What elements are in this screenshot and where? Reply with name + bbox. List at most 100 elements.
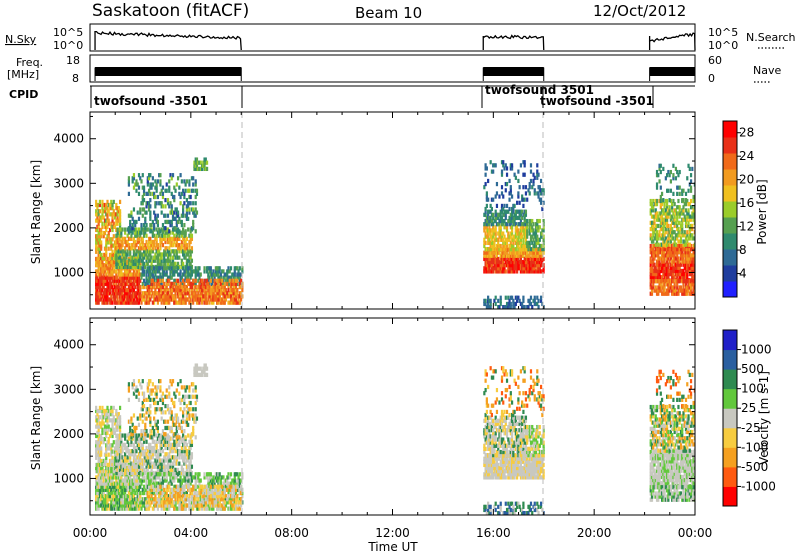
power-cell xyxy=(102,281,105,287)
power-cell xyxy=(487,301,490,307)
power-cell xyxy=(502,269,505,274)
power-cell xyxy=(113,284,117,290)
power-cell xyxy=(688,256,691,261)
power-cell xyxy=(227,300,230,305)
power-cell xyxy=(102,269,105,274)
velocity-cell xyxy=(140,464,143,469)
velocity-cell xyxy=(126,470,129,476)
power-cell xyxy=(536,256,539,262)
power-cell xyxy=(539,269,543,274)
power-cell xyxy=(142,249,146,254)
power-cell xyxy=(650,275,654,280)
velocity-cell xyxy=(97,443,100,448)
power-cell xyxy=(508,259,511,265)
power-cell xyxy=(688,262,691,267)
power-cell xyxy=(493,298,496,303)
power-cell xyxy=(503,269,506,274)
power-cell xyxy=(662,226,665,232)
power-cell xyxy=(132,227,136,232)
power-cell xyxy=(132,278,136,283)
power-cell xyxy=(96,234,99,239)
power-cell xyxy=(652,208,655,213)
power-cell xyxy=(163,236,166,241)
power-cell xyxy=(673,202,676,207)
velocity-cell xyxy=(98,433,102,439)
power-cell xyxy=(528,240,531,246)
power-cell xyxy=(115,275,118,280)
power-cell xyxy=(124,261,127,266)
power-cell xyxy=(508,197,511,202)
power-cell xyxy=(688,282,691,287)
power-cell xyxy=(536,253,539,258)
power-cell xyxy=(531,247,534,252)
velocity-cell xyxy=(122,470,125,476)
power-cell xyxy=(658,247,661,252)
power-cell xyxy=(195,294,199,299)
power-cell xyxy=(692,198,695,204)
power-cell xyxy=(659,250,662,255)
power-cell xyxy=(503,234,506,239)
power-cell xyxy=(495,256,499,262)
velocity-cell xyxy=(108,469,112,474)
power-cell xyxy=(657,253,660,258)
power-cell xyxy=(487,256,490,262)
velocity-cell xyxy=(117,449,120,454)
power-cell xyxy=(100,266,103,271)
power-cell xyxy=(671,272,674,277)
power-cell xyxy=(663,239,666,244)
power-cell xyxy=(649,202,652,207)
power-cell xyxy=(484,263,487,268)
power-cell xyxy=(115,272,118,277)
power-cell xyxy=(652,214,655,219)
velocity-cell xyxy=(135,478,138,483)
power-cell xyxy=(228,269,231,274)
power-cell xyxy=(660,253,664,258)
power-cell xyxy=(124,288,127,293)
power-cell xyxy=(652,285,655,290)
power-cell xyxy=(498,243,501,249)
power-cell xyxy=(113,291,117,296)
power-cell xyxy=(165,269,168,274)
power-cell xyxy=(693,262,695,267)
power-cell xyxy=(659,262,662,267)
power-cell xyxy=(494,301,497,307)
power-cell xyxy=(673,285,676,290)
power-cell xyxy=(153,191,156,196)
power-cell xyxy=(218,266,221,271)
velocity-cell xyxy=(127,484,131,489)
velocity-cell xyxy=(103,506,107,511)
power-cell xyxy=(495,203,499,209)
velocity-cell xyxy=(120,436,123,441)
power-cell xyxy=(163,266,166,271)
power-cell xyxy=(184,297,187,302)
velocity-cell xyxy=(98,461,102,467)
power-cell xyxy=(95,199,98,205)
power-cell xyxy=(507,263,510,268)
power-cell xyxy=(508,263,511,268)
velocity-cell xyxy=(126,449,129,454)
velocity-cell xyxy=(98,465,102,471)
power-cell xyxy=(676,272,679,277)
power-cell xyxy=(687,285,690,290)
power-cell xyxy=(163,300,166,305)
velocity-cell xyxy=(110,481,113,486)
power-cell xyxy=(538,269,541,274)
power-cell xyxy=(209,266,212,271)
power-cell xyxy=(185,266,188,271)
power-cell xyxy=(176,210,180,215)
power-cell xyxy=(538,263,541,268)
power-cell xyxy=(110,284,113,290)
power-cell xyxy=(227,266,230,271)
power-cell xyxy=(183,291,186,296)
power-cell xyxy=(659,247,662,252)
power-cell xyxy=(136,264,139,270)
power-cell xyxy=(118,261,122,266)
power-cell xyxy=(688,272,691,277)
power-cell xyxy=(218,288,221,293)
power-cell xyxy=(681,256,684,261)
power-cell xyxy=(214,284,217,290)
power-cell xyxy=(175,213,178,218)
velocity-cell xyxy=(95,465,98,471)
velocity-cell xyxy=(115,449,118,454)
power-cell xyxy=(101,202,104,208)
